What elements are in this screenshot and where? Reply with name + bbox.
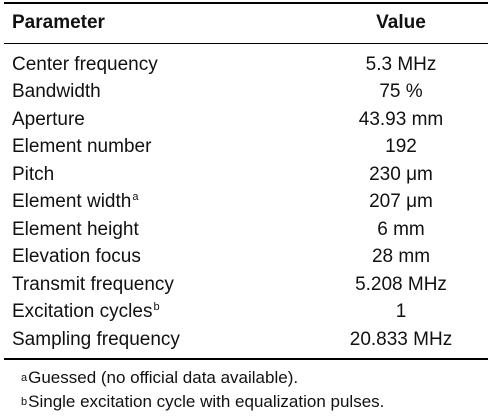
value-cell: 28 mm xyxy=(371,246,431,268)
footnotes: a Guessed (no official data available). b… xyxy=(20,366,486,414)
value-cell: 75 % xyxy=(379,81,423,103)
footnote-marker: b xyxy=(153,301,160,314)
table-row: Aperture 43.93 mm xyxy=(12,106,486,134)
table-header-rule xyxy=(4,43,488,44)
table-body: Center frequency 5.3 MHz Bandwidth 75 % … xyxy=(12,51,486,354)
table-row: Pitch 230 μm xyxy=(12,161,486,189)
parameter-cell: Excitation cyclesb xyxy=(12,301,160,323)
value-cell: 5.3 MHz xyxy=(365,53,437,75)
footnote-text: Guessed (no official data available). xyxy=(28,368,299,387)
table-row: Element height 6 mm xyxy=(12,216,486,244)
table-row: Transmit frequency 5.208 MHz xyxy=(12,271,486,299)
table-header-row: Parameter Value xyxy=(12,9,486,37)
table-row: Element number 192 xyxy=(12,134,486,162)
parameter-cell: Transmit frequency xyxy=(12,273,174,295)
parameter-cell: Sampling frequency xyxy=(12,328,180,350)
table-bottom-rule xyxy=(4,358,488,360)
header-value: Value xyxy=(376,12,426,33)
parameter-cell: Bandwidth xyxy=(12,81,101,103)
parameter-cell: Element height xyxy=(12,218,139,240)
parameter-cell: Element number xyxy=(12,136,152,158)
value-cell: 230 μm xyxy=(369,163,433,185)
value-cell: 5.208 MHz xyxy=(355,273,447,295)
table-row: Elevation focus 28 mm xyxy=(12,244,486,272)
parameter-cell: Center frequency xyxy=(12,53,158,75)
table-top-rule xyxy=(4,2,488,4)
value-cell: 207 μm xyxy=(369,191,433,213)
footnote: a Guessed (no official data available). xyxy=(21,368,299,387)
value-cell: 43.93 mm xyxy=(358,108,444,130)
parameter-cell: Pitch xyxy=(12,163,55,185)
value-cell: 20.833 MHz xyxy=(349,328,453,350)
table-row: Center frequency 5.3 MHz xyxy=(12,51,486,79)
table-row: Bandwidth 75 % xyxy=(12,79,486,107)
table-row: Excitation cyclesb 1 xyxy=(12,299,486,327)
parameter-cell: Aperture xyxy=(12,108,85,130)
footnote: b Single excitation cycle with equalizati… xyxy=(21,392,385,411)
footnote-marker: a xyxy=(132,191,139,204)
table-row: Element widtha 207 μm xyxy=(12,189,486,217)
parameter-cell: Elevation focus xyxy=(12,246,141,268)
header-parameter: Parameter xyxy=(12,12,105,33)
parameter-cell: Element widtha xyxy=(12,191,139,213)
value-cell: 6 mm xyxy=(377,218,425,240)
table-row: Sampling frequency 20.833 MHz xyxy=(12,326,486,354)
value-cell: 192 xyxy=(385,136,417,158)
value-cell: 1 xyxy=(395,301,407,323)
footnote-text: Single excitation cycle with equalizatio… xyxy=(28,392,385,411)
